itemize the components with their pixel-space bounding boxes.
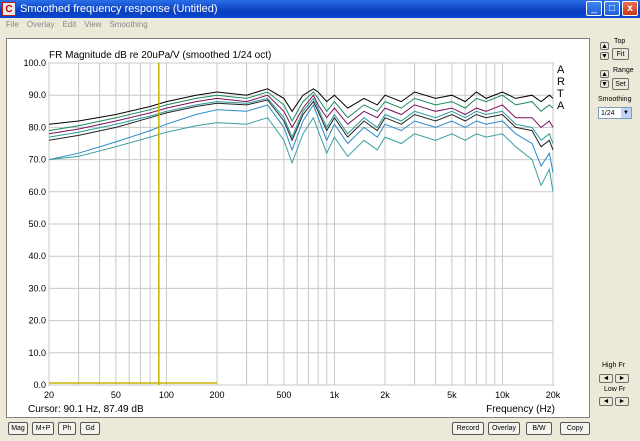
range-label: Range (613, 67, 634, 74)
smoothing-select[interactable]: 1/24 ▼ (598, 107, 632, 119)
x-tick-label: 10k (495, 390, 510, 400)
x-tick-label: 2k (380, 390, 390, 400)
series-line (48, 99, 554, 151)
y-tick-label: 90.0 (28, 90, 46, 100)
y-tick-label: 80.0 (28, 122, 46, 132)
chevron-down-icon[interactable]: ▼ (621, 108, 631, 118)
high-fr-label: High Fr (602, 362, 625, 369)
x-tick-label: 20k (546, 390, 561, 400)
top-down-arrow-icon[interactable]: ▼ (600, 52, 609, 60)
watermark-letter: R (557, 76, 565, 88)
x-tick-label: 1k (330, 390, 340, 400)
series-line (48, 116, 554, 192)
range-up-arrow-icon[interactable]: ▲ (600, 70, 609, 78)
grid (48, 62, 554, 386)
bw-button[interactable]: B/W (526, 422, 552, 435)
y-tick-label: 40.0 (28, 251, 46, 261)
x-tick-label: 500 (276, 390, 291, 400)
menu-bar: File Overlay Edit View Smoothing (0, 18, 640, 30)
smoothing-label: Smoothing (598, 96, 632, 103)
y-tick-label: 20.0 (28, 316, 46, 326)
x-tick-label: 20 (44, 390, 54, 400)
menu-edit[interactable]: Edit (62, 19, 77, 29)
series-line (48, 97, 554, 144)
series-group (48, 88, 554, 192)
high-fr-left-arrow-icon[interactable]: ◄ (599, 374, 613, 383)
menu-smoothing[interactable]: Smoothing (109, 19, 148, 29)
x-tick-label: 50 (111, 390, 121, 400)
y-tick-label: 60.0 (28, 187, 46, 197)
menu-view[interactable]: View (84, 19, 102, 29)
cursor-readout: Cursor: 90.1 Hz, 87.49 dB (28, 404, 144, 415)
set-button[interactable]: Set (612, 78, 629, 90)
app-icon: C (2, 2, 16, 16)
copy-button[interactable]: Copy (560, 422, 590, 435)
series-line (48, 103, 554, 173)
gd-button[interactable]: Gd (80, 422, 100, 435)
series-line (48, 91, 554, 132)
y-tick-label: 30.0 (28, 283, 46, 293)
series-line (48, 88, 554, 125)
ph-button[interactable]: Ph (58, 422, 76, 435)
watermark-letter: T (557, 88, 564, 100)
frequency-response-chart[interactable]: 0.0 10.0 20.0 30.0 40.0 50.0 60.0 70.0 80.0 90.0 1… (7, 39, 591, 419)
y-tick-label: 100.0 (23, 58, 46, 68)
menu-file[interactable]: File (6, 19, 19, 29)
top-up-arrow-icon[interactable]: ▲ (600, 42, 609, 50)
range-down-arrow-icon[interactable]: ▼ (600, 80, 609, 88)
maximize-button[interactable]: □ (604, 1, 620, 16)
window-title: Smoothed frequency response (Untitled) (20, 3, 218, 15)
y-tick-label: 10.0 (28, 348, 46, 358)
fit-button[interactable]: Fit (612, 48, 629, 60)
overlay-button[interactable]: Overlay (488, 422, 520, 435)
x-tick-label: 5k (447, 390, 457, 400)
mp-button[interactable]: M+P (32, 422, 54, 435)
close-button[interactable]: x (622, 1, 638, 16)
x-tick-label: 200 (209, 390, 224, 400)
menu-overlay[interactable]: Overlay (26, 19, 55, 29)
low-fr-left-arrow-icon[interactable]: ◄ (599, 397, 613, 406)
right-panel: ▲ ▼ Top Fit ▲ ▼ Range Set Smoothing 1/24… (594, 38, 640, 418)
y-tick-label: 50.0 (28, 219, 46, 229)
x-axis-label: Frequency (Hz) (486, 404, 555, 415)
chart-title: FR Magnitude dB re 20uPa/V (smoothed 1/2… (49, 50, 271, 61)
y-tick-label: 70.0 (28, 155, 46, 165)
cursor-group (49, 63, 217, 385)
watermark-letter: A (557, 100, 565, 112)
series-line (48, 94, 554, 135)
low-fr-label: Low Fr (604, 386, 626, 393)
x-tick-label: 100 (159, 390, 174, 400)
mag-button[interactable]: Mag (8, 422, 28, 435)
title-bar: C Smoothed frequency response (Untitled)… (0, 0, 640, 18)
high-fr-right-arrow-icon[interactable]: ► (615, 374, 629, 383)
plot-area[interactable]: 0.0 10.0 20.0 30.0 40.0 50.0 60.0 70.0 80.0 90.0 1… (6, 38, 590, 418)
minimize-button[interactable]: _ (586, 1, 602, 16)
watermark-letter: A (557, 64, 565, 76)
tick-labels: 0.0 10.0 20.0 30.0 40.0 50.0 60.0 70.0 80.0 90.0 1… (23, 58, 560, 400)
low-fr-right-arrow-icon[interactable]: ► (615, 397, 629, 406)
y-tick-label: 0.0 (33, 380, 46, 390)
bottom-toolbar: Mag M+P Ph Gd Record Overlay B/W Copy (0, 420, 640, 441)
record-button[interactable]: Record (452, 422, 484, 435)
smoothing-value: 1/24 (601, 109, 615, 117)
top-label: Top (614, 38, 626, 45)
window-controls: _ □ x (586, 1, 638, 16)
